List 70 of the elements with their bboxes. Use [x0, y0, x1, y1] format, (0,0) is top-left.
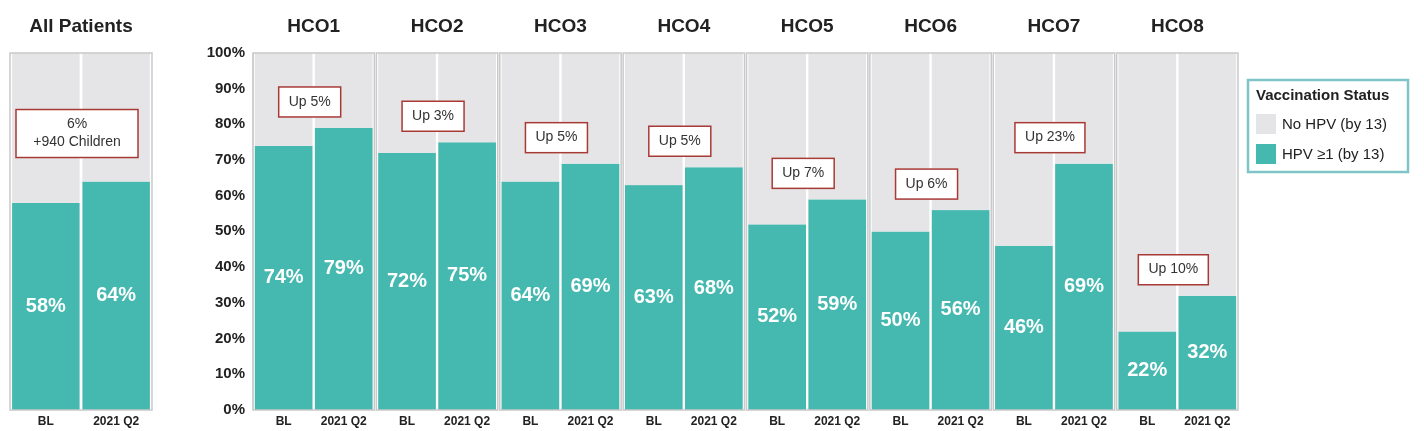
chart-title: HCO6 — [904, 15, 957, 36]
data-label: 56% — [940, 297, 981, 320]
annotation: Up 3% — [412, 106, 455, 123]
x-tick-label: BL — [37, 414, 54, 428]
annotation: Up 23% — [1025, 128, 1075, 145]
data-label: 59% — [817, 291, 858, 314]
data-label: 68% — [693, 275, 735, 298]
annotation: Up 7% — [782, 164, 825, 181]
data-label: 64% — [96, 283, 137, 306]
x-tick-label: 2021 Q2 — [93, 414, 140, 428]
data-label: 52% — [757, 304, 798, 327]
data-label: 79% — [323, 256, 364, 279]
data-label: 58% — [25, 293, 67, 316]
y-tick-label: 40% — [214, 257, 245, 275]
chart-title: HCO5 — [780, 15, 835, 36]
y-tick-label: 60% — [214, 185, 245, 203]
legend-title: Vaccination Status — [1256, 86, 1390, 103]
annotation: Up 5% — [535, 128, 578, 145]
x-tick-label: BL — [769, 414, 786, 428]
y-tick-label: 0% — [223, 399, 245, 417]
x-tick-label: 2021 Q2 — [444, 414, 491, 428]
x-tick-label: 2021 Q2 — [814, 414, 861, 428]
y-tick-label: 100% — [206, 42, 245, 60]
annotation: Up 10% — [1148, 260, 1199, 277]
data-label: 46% — [1003, 315, 1045, 338]
chart-title: HCO3 — [534, 15, 587, 36]
data-label: 74% — [263, 265, 304, 288]
chart-title: All Patients — [29, 15, 133, 36]
legend-label: No HPV (by 13) — [1282, 114, 1388, 132]
bar — [254, 145, 313, 410]
x-tick-label: 2021 Q2 — [320, 414, 368, 428]
y-tick-label: 80% — [214, 114, 245, 132]
chart-title: HCO4 — [657, 15, 711, 36]
data-label: 69% — [1063, 274, 1105, 297]
data-label: 50% — [880, 308, 921, 331]
x-tick-label: 2021 Q2 — [937, 414, 984, 428]
bar — [314, 127, 373, 410]
y-tick-label: 90% — [214, 78, 245, 96]
annotation: Up 6% — [905, 174, 948, 191]
x-tick-label: 2021 Q2 — [690, 414, 738, 428]
data-label: 69% — [570, 274, 611, 297]
annotation: 6% +940 Children — [33, 115, 121, 150]
x-tick-label: BL — [399, 414, 416, 428]
x-tick-label: BL — [645, 414, 662, 428]
data-label: 22% — [1127, 358, 1168, 381]
x-tick-label: 2021 Q2 — [1184, 414, 1231, 428]
annotation: Up 5% — [658, 131, 701, 148]
y-tick-label: 50% — [214, 221, 245, 239]
y-tick-label: 10% — [214, 364, 245, 382]
chart-title: HCO8 — [1150, 15, 1204, 36]
chart-title: HCO2 — [410, 15, 464, 36]
x-tick-label: BL — [522, 414, 539, 428]
annotation: Up 5% — [288, 92, 331, 109]
x-tick-label: BL — [1139, 414, 1156, 428]
y-tick-label: 20% — [214, 328, 245, 346]
chart-title: HCO1 — [287, 15, 341, 36]
x-tick-label: BL — [1015, 414, 1032, 428]
y-tick-label: 30% — [214, 292, 245, 310]
data-label: 72% — [387, 268, 428, 291]
data-label: 64% — [510, 283, 551, 306]
x-tick-label: 2021 Q2 — [1060, 414, 1108, 428]
x-tick-label: BL — [275, 414, 292, 428]
data-label: 32% — [1187, 340, 1228, 363]
x-tick-label: 2021 Q2 — [567, 414, 614, 428]
x-tick-label: BL — [892, 414, 909, 428]
data-label: 63% — [633, 284, 674, 307]
legend-label: HPV ≥1 (by 13) — [1282, 144, 1385, 162]
chart-title: HCO7 — [1027, 15, 1081, 36]
data-label: 75% — [447, 263, 488, 286]
y-tick-label: 70% — [214, 150, 245, 168]
